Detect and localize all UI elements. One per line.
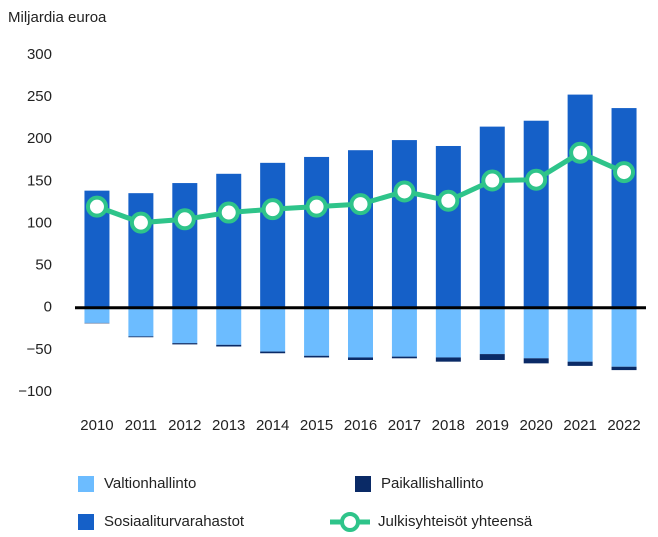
x-tick-label: 2018 (432, 417, 465, 434)
bar (479, 126, 505, 308)
bar (348, 307, 373, 358)
y-tick-label: 150 (27, 172, 52, 189)
legend-label: Sosiaaliturvarahastot (104, 513, 245, 530)
bar (567, 361, 593, 366)
bar (567, 94, 593, 308)
bar (304, 307, 330, 356)
line-marker (349, 193, 372, 216)
bar (260, 307, 286, 352)
x-tick-label: 2013 (212, 417, 245, 434)
bar (216, 173, 242, 308)
line-marker (613, 161, 636, 184)
bar (304, 156, 330, 308)
y-tick-label: −50 (27, 341, 52, 358)
line-marker (393, 180, 416, 203)
line-marker (437, 189, 460, 212)
line-marker (173, 208, 196, 231)
x-tick-label: 2015 (300, 417, 333, 434)
bar (479, 354, 505, 360)
legend-label: Valtionhallinto (104, 475, 196, 492)
bar (128, 336, 154, 338)
y-tick-label: 0 (44, 299, 52, 316)
bar (611, 366, 637, 371)
line-marker (481, 169, 504, 192)
bar (172, 307, 198, 344)
bar (435, 145, 461, 308)
legend-marker (340, 512, 360, 532)
bar (611, 108, 637, 308)
line-marker (305, 195, 328, 218)
bar (391, 307, 417, 357)
y-tick-label: −100 (18, 383, 52, 400)
legend-label: Paikallishallinto (381, 475, 484, 492)
bar (260, 351, 286, 354)
line-marker (525, 168, 548, 191)
bar (348, 357, 373, 360)
bar (216, 344, 242, 347)
legend-swatch (78, 476, 94, 492)
bar (523, 120, 549, 308)
x-tick-label: 2011 (125, 417, 157, 434)
y-tick-label: 300 (27, 46, 52, 63)
legend-swatch (355, 476, 371, 492)
bar (216, 307, 242, 345)
x-tick-label: 2017 (388, 417, 421, 434)
bar (479, 307, 505, 355)
x-tick-label: 2016 (344, 417, 377, 434)
legend-swatch (78, 514, 94, 530)
bar (435, 307, 461, 358)
x-tick-label: 2014 (256, 417, 289, 434)
x-tick-label: 2010 (80, 417, 113, 434)
bar (260, 162, 286, 308)
y-tick-label: 100 (27, 214, 52, 231)
bar (128, 193, 154, 308)
bar (348, 150, 373, 308)
bar (523, 307, 549, 359)
bar (391, 140, 417, 308)
line-marker (569, 141, 592, 164)
y-tick-label: 50 (35, 257, 52, 274)
bar (84, 307, 110, 323)
bar (567, 307, 593, 362)
y-axis-label: Miljardia euroa (8, 9, 107, 26)
bar (391, 356, 417, 359)
x-tick-label: 2021 (563, 417, 596, 434)
bar (304, 355, 330, 358)
bar (523, 358, 549, 364)
x-tick-label: 2019 (476, 417, 509, 434)
bar (611, 307, 637, 367)
line-marker (261, 198, 284, 221)
line-marker (129, 211, 152, 234)
y-tick-label: 250 (27, 88, 52, 105)
x-tick-label: 2012 (168, 417, 201, 434)
line-marker (85, 195, 108, 218)
bar (435, 357, 461, 362)
x-tick-label: 2022 (607, 417, 640, 434)
bar (172, 183, 198, 308)
y-tick-label: 200 (27, 130, 52, 147)
line-marker (217, 201, 240, 224)
bar (128, 307, 154, 337)
bar (172, 343, 198, 345)
legend-label: Julkisyhteisöt yhteensä (378, 513, 533, 530)
x-tick-label: 2020 (520, 417, 553, 434)
